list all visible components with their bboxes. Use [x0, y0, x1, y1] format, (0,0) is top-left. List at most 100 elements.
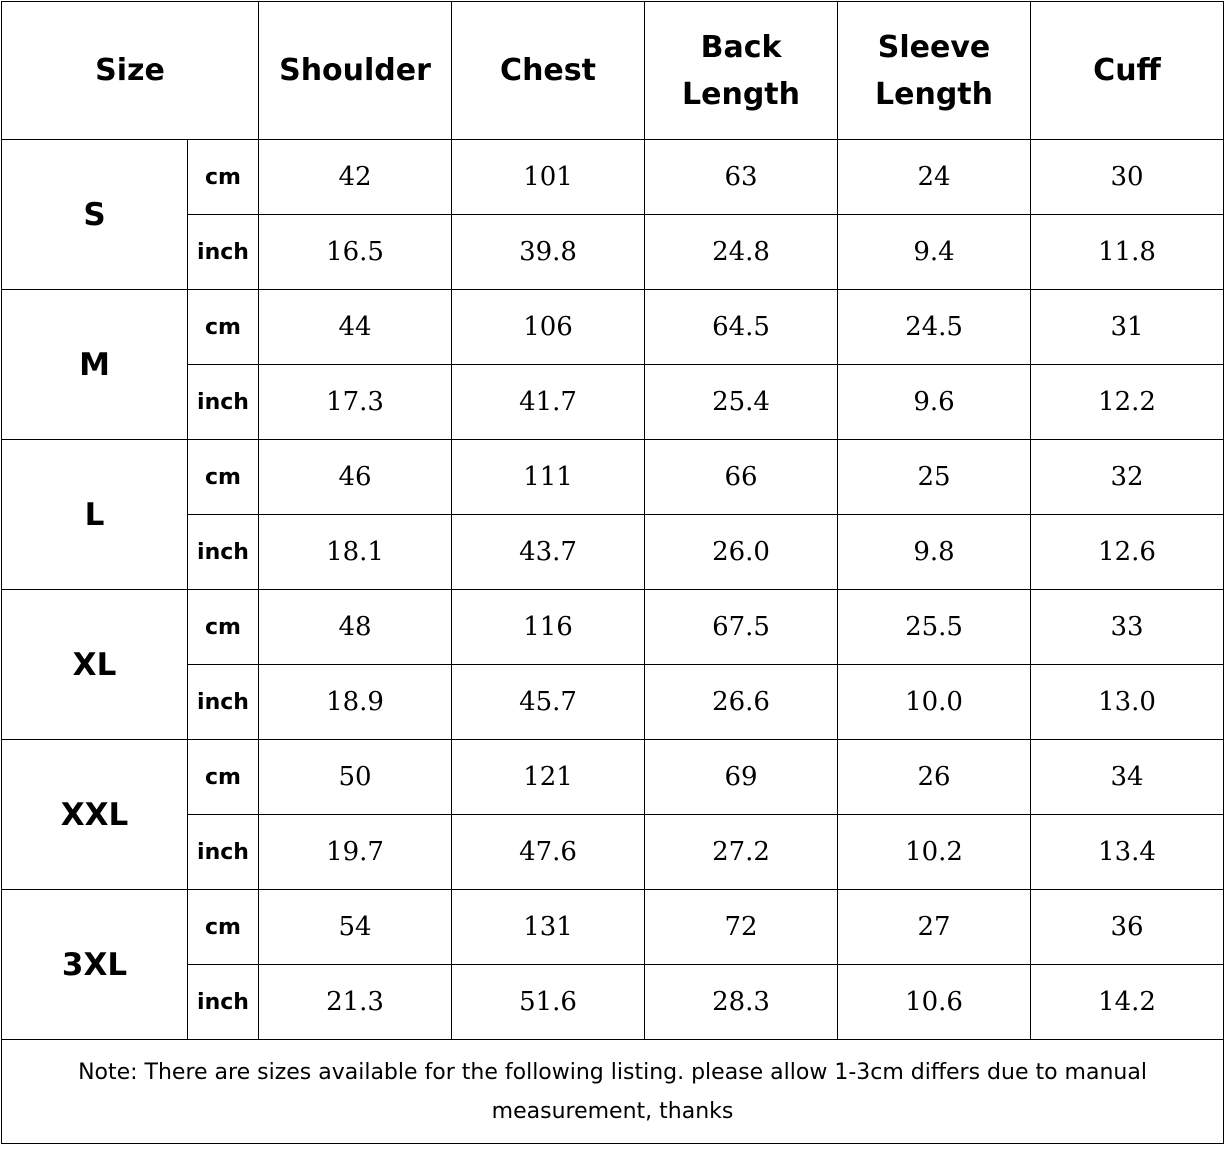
- size-label-m: M: [1, 289, 188, 440]
- header-chest: Chest: [451, 1, 646, 140]
- cell-back-length: 69: [644, 739, 839, 815]
- cell-shoulder: 21.3: [258, 964, 453, 1040]
- cell-sleeve-length: 26: [837, 739, 1032, 815]
- header-cuff: Cuff: [1030, 1, 1225, 140]
- cell-chest: 116: [451, 589, 646, 665]
- cell-sleeve-length: 25.5: [837, 589, 1032, 665]
- cell-back-length: 28.3: [644, 964, 839, 1040]
- note-row: Note: There are sizes available for the …: [0, 1039, 1225, 1144]
- cell-back-length: 64.5: [644, 289, 839, 365]
- cell-sleeve-length: 9.6: [837, 364, 1032, 440]
- cell-shoulder: 44: [258, 289, 453, 365]
- cell-cuff: 12.2: [1030, 364, 1225, 440]
- cell-chest: 106: [451, 289, 646, 365]
- cell-cuff: 13.4: [1030, 814, 1225, 890]
- cell-chest: 47.6: [451, 814, 646, 890]
- unit-inch: inch: [186, 214, 260, 290]
- cell-cuff: 33: [1030, 589, 1225, 665]
- measurement-note: Note: There are sizes available for the …: [0, 1039, 1225, 1144]
- unit-cm: cm: [186, 889, 260, 965]
- row-xl-cm: XL cm 48 116 67.5 25.5 33: [1, 589, 1225, 740]
- row-xxl-cm: XXL cm 50 121 69 26 34: [1, 739, 1225, 890]
- header-size: Size: [0, 1, 260, 140]
- cell-sleeve-length: 10.6: [837, 964, 1032, 1040]
- cell-shoulder: 16.5: [258, 214, 453, 290]
- cell-sleeve-length: 10.2: [837, 814, 1032, 890]
- cell-sleeve-length: 9.4: [837, 214, 1032, 290]
- unit-cm: cm: [186, 439, 260, 515]
- cell-sleeve-length: 25: [837, 439, 1032, 515]
- cell-chest: 45.7: [451, 664, 646, 740]
- cell-sleeve-length: 27: [837, 889, 1032, 965]
- cell-sleeve-length: 24: [837, 139, 1032, 215]
- cell-chest: 101: [451, 139, 646, 215]
- row-m-inch: inch 17.3 41.7 25.4 9.6 12.2: [2, 364, 1225, 440]
- cell-chest: 111: [451, 439, 646, 515]
- cell-back-length: 66: [644, 439, 839, 515]
- cell-shoulder: 48: [258, 589, 453, 665]
- cell-cuff: 12.6: [1030, 514, 1225, 590]
- row-xl-inch: inch 18.9 45.7 26.6 10.0 13.0: [2, 664, 1225, 740]
- cell-shoulder: 54: [258, 889, 453, 965]
- cell-cuff: 14.2: [1030, 964, 1225, 1040]
- unit-cm: cm: [186, 139, 260, 215]
- cell-sleeve-length: 9.8: [837, 514, 1032, 590]
- header-shoulder: Shoulder: [258, 1, 453, 140]
- cell-back-length: 24.8: [644, 214, 839, 290]
- cell-back-length: 67.5: [644, 589, 839, 665]
- cell-chest: 121: [451, 739, 646, 815]
- cell-back-length: 63: [644, 139, 839, 215]
- unit-inch: inch: [186, 814, 260, 890]
- cell-chest: 41.7: [451, 364, 646, 440]
- header-row: Size Shoulder Chest Back Length Sleeve Len…: [0, 1, 1225, 140]
- cell-back-length: 27.2: [644, 814, 839, 890]
- row-s-cm: S cm 42 101 63 24 30: [1, 139, 1225, 290]
- cell-cuff: 11.8: [1030, 214, 1225, 290]
- cell-sleeve-length: 24.5: [837, 289, 1032, 365]
- unit-cm: cm: [186, 589, 260, 665]
- unit-cm: cm: [186, 739, 260, 815]
- cell-shoulder: 46: [258, 439, 453, 515]
- unit-inch: inch: [186, 364, 260, 440]
- row-l-inch: inch 18.1 43.7 26.0 9.8 12.6: [2, 514, 1225, 590]
- cell-cuff: 30: [1030, 139, 1225, 215]
- cell-shoulder: 18.1: [258, 514, 453, 590]
- cell-back-length: 25.4: [644, 364, 839, 440]
- cell-shoulder: 42: [258, 139, 453, 215]
- cell-chest: 51.6: [451, 964, 646, 1040]
- cell-chest: 131: [451, 889, 646, 965]
- row-xxl-inch: inch 19.7 47.6 27.2 10.2 13.4: [2, 814, 1225, 890]
- size-label-xxl: XXL: [1, 739, 188, 890]
- cell-shoulder: 19.7: [258, 814, 453, 890]
- cell-cuff: 34: [1030, 739, 1225, 815]
- size-label-xl: XL: [1, 589, 188, 740]
- cell-chest: 39.8: [451, 214, 646, 290]
- cell-cuff: 13.0: [1030, 664, 1225, 740]
- row-3xl-cm: 3XL cm 54 131 72 27 36: [1, 889, 1225, 1040]
- unit-inch: inch: [186, 664, 260, 740]
- header-sleeve-length: Sleeve Length: [837, 1, 1032, 140]
- row-m-cm: M cm 44 106 64.5 24.5 31: [1, 289, 1225, 440]
- cell-chest: 43.7: [451, 514, 646, 590]
- size-label-3xl: 3XL: [1, 889, 188, 1040]
- cell-cuff: 31: [1030, 289, 1225, 365]
- row-l-cm: L cm 46 111 66 25 32: [1, 439, 1225, 590]
- unit-inch: inch: [186, 514, 260, 590]
- cell-shoulder: 17.3: [258, 364, 453, 440]
- unit-inch: inch: [186, 964, 260, 1040]
- row-3xl-inch: inch 21.3 51.6 28.3 10.6 14.2: [2, 964, 1225, 1040]
- cell-sleeve-length: 10.0: [837, 664, 1032, 740]
- cell-shoulder: 18.9: [258, 664, 453, 740]
- cell-back-length: 26.0: [644, 514, 839, 590]
- cell-shoulder: 50: [258, 739, 453, 815]
- cell-back-length: 26.6: [644, 664, 839, 740]
- unit-cm: cm: [186, 289, 260, 365]
- size-label-s: S: [1, 139, 188, 290]
- cell-cuff: 36: [1030, 889, 1225, 965]
- cell-back-length: 72: [644, 889, 839, 965]
- cell-cuff: 32: [1030, 439, 1225, 515]
- size-label-l: L: [1, 439, 188, 590]
- header-back-length: Back Length: [644, 1, 839, 140]
